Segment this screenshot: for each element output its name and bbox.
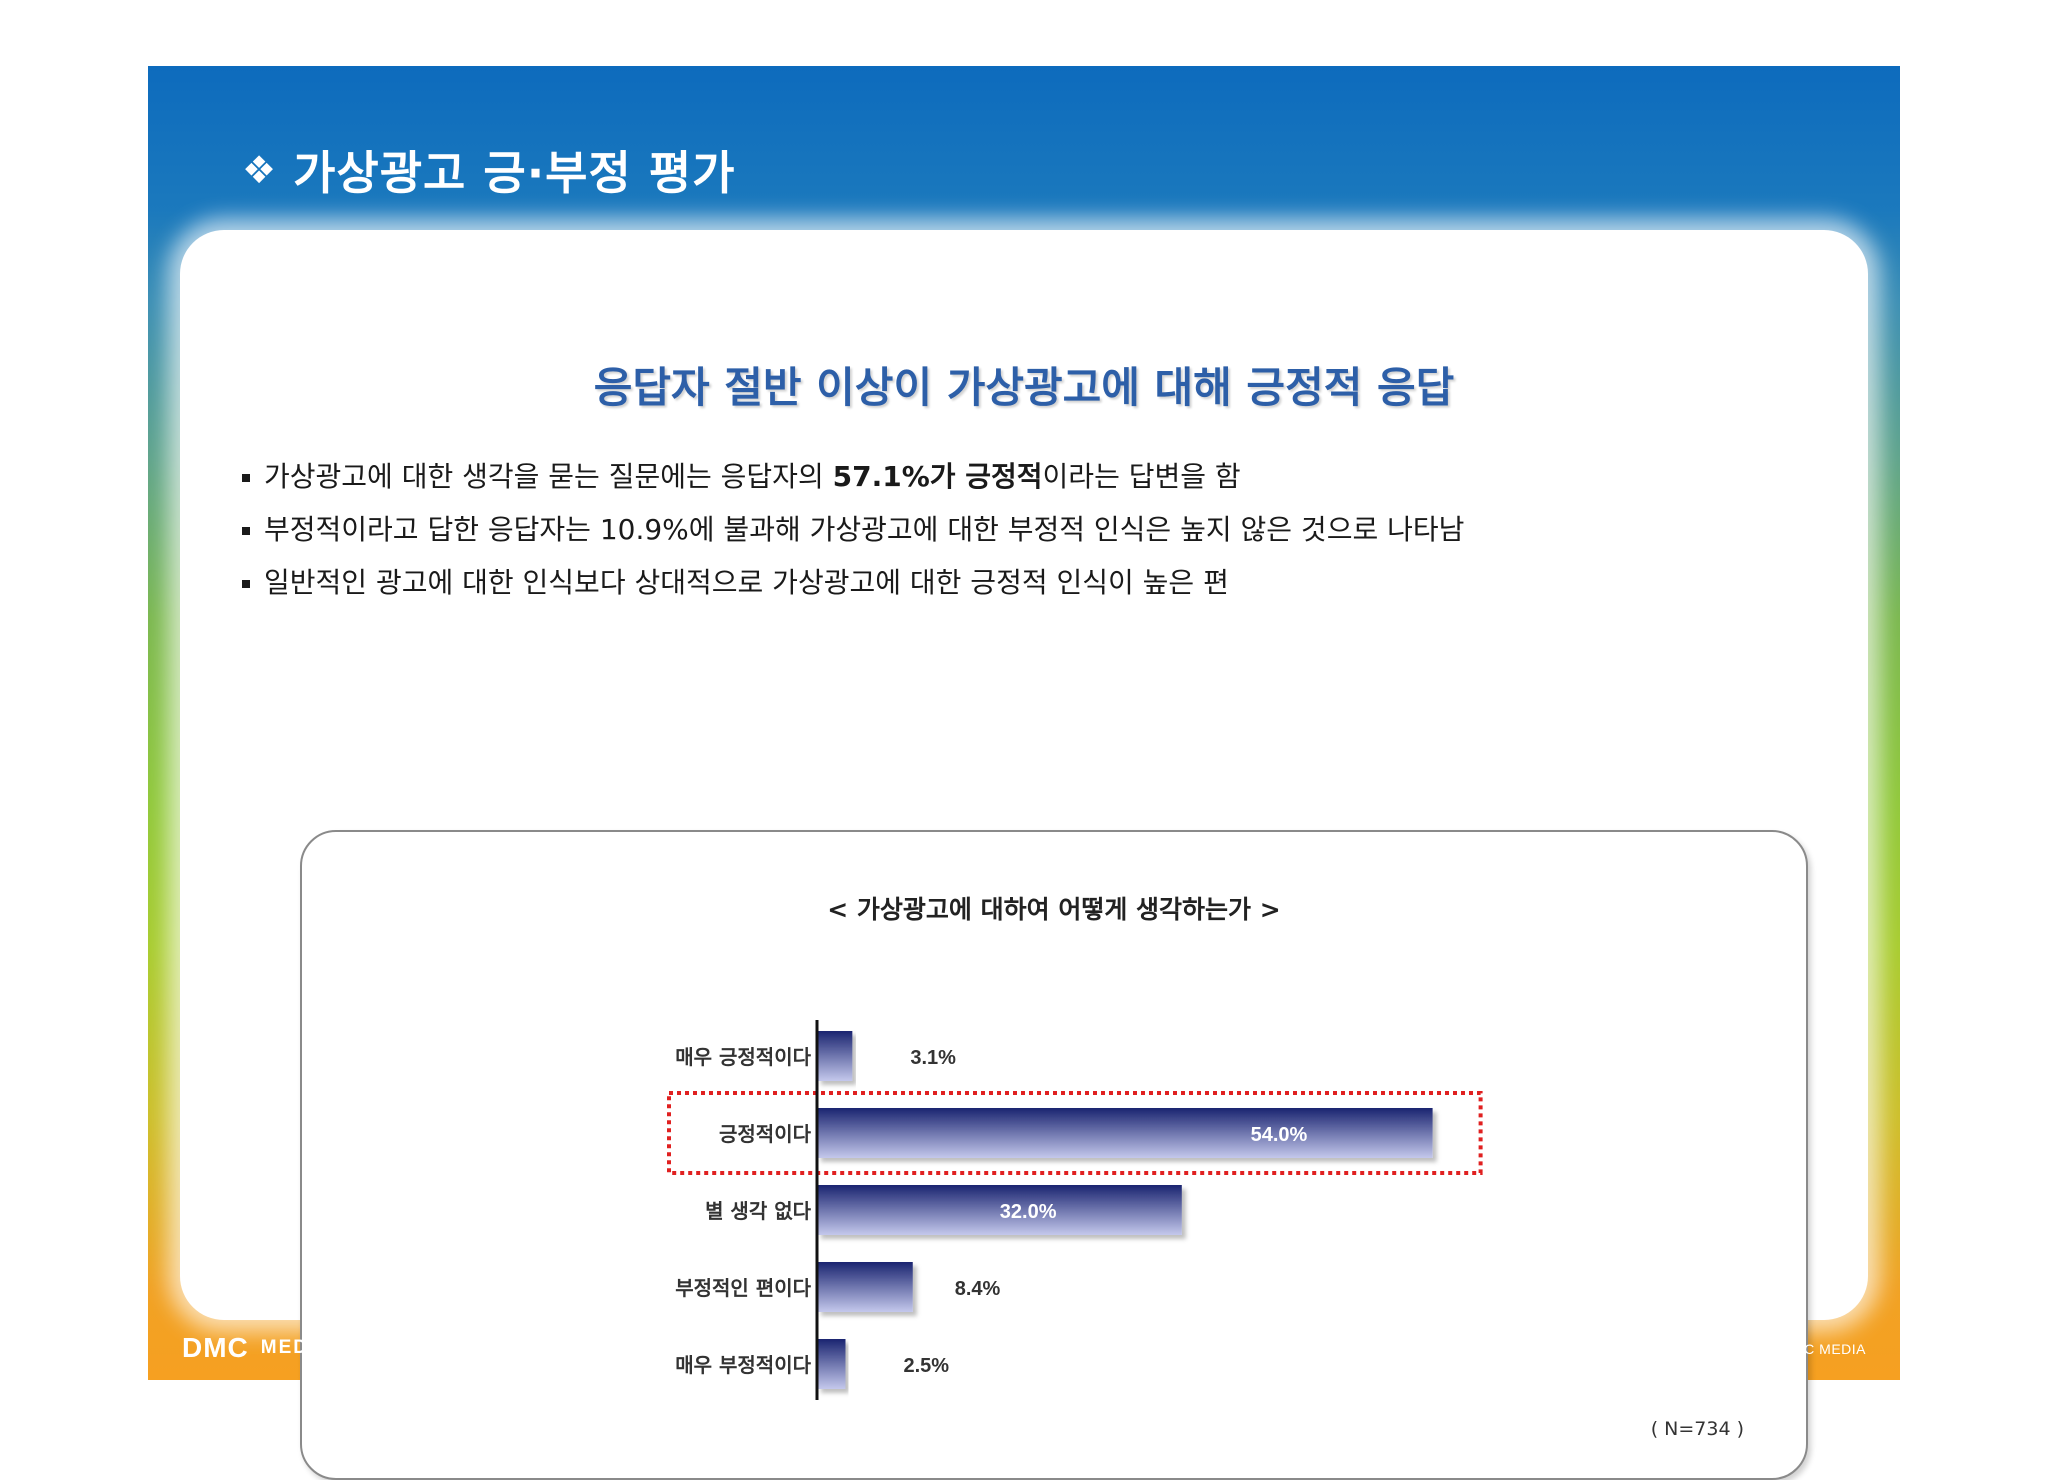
value-label: 54.0% xyxy=(1251,1124,1308,1146)
category-label: 부정적인 편이다 xyxy=(675,1276,811,1300)
bullet-item: 일반적인 광고에 대한 인식보다 상대적으로 가상광고에 대한 긍정적 인식이 … xyxy=(242,556,1464,609)
bar xyxy=(817,1185,1182,1235)
square-bullet-icon xyxy=(242,474,250,482)
bullet-list: 가상광고에 대한 생각을 묻는 질문에는 응답자의 57.1%가 긍정적이라는 … xyxy=(242,450,1464,609)
category-label: 매우 부정적이다 xyxy=(675,1353,811,1377)
category-label: 긍정적이다 xyxy=(719,1122,812,1146)
square-bullet-icon xyxy=(242,527,250,535)
bar xyxy=(817,1031,853,1081)
bullet-emphasis: 57.1%가 긍정적 xyxy=(832,460,1043,493)
bullet-text: 부정적이라고 답한 응답자는 10.9%에 불과해 가상광고에 대한 부정적 인… xyxy=(264,513,1465,546)
square-bullet-icon xyxy=(242,580,250,588)
bullet-text: 가상광고에 대한 생각을 묻는 질문에는 응답자의 xyxy=(264,460,833,493)
value-label: 3.1% xyxy=(910,1047,956,1069)
value-label: 8.4% xyxy=(955,1278,1001,1300)
footer-logo: DMC MEDIA DIGITAL MEDIA CONVERGENCE COMP… xyxy=(182,1332,630,1363)
slide: ❖ 가상광고 긍·부정 평가 응답자 절반 이상이 가상광고에 대해 긍정적 응… xyxy=(148,66,1900,1480)
category-label: 별 생각 없다 xyxy=(705,1199,812,1223)
bullet-text: 일반적인 광고에 대한 인식보다 상대적으로 가상광고에 대한 긍정적 인식이 … xyxy=(264,566,1229,599)
bar xyxy=(817,1339,846,1389)
bar xyxy=(817,1262,913,1312)
company-tagline: DIGITAL MEDIA CONVERGENCE COMPANY xyxy=(346,1340,630,1356)
highlight-box xyxy=(667,1091,1483,1175)
value-label: 32.0% xyxy=(1000,1201,1057,1223)
bullet-item: 가상광고에 대한 생각을 묻는 질문에는 응답자의 57.1%가 긍정적이라는 … xyxy=(242,450,1464,503)
sample-size-note: ( N=734 ) xyxy=(1650,1418,1744,1440)
category-label: 매우 긍정적이다 xyxy=(675,1045,811,1069)
dmc-logo-media: MEDIA xyxy=(260,1337,332,1358)
chart-title: < 가상광고에 대하여 어떻게 생각하는가 > xyxy=(827,895,1281,924)
content-panel: 응답자 절반 이상이 가상광고에 대해 긍정적 응답 가상광고에 대한 생각을 … xyxy=(180,230,1868,1480)
value-label: 2.5% xyxy=(904,1355,950,1377)
diamond-bullet-icon: ❖ xyxy=(242,148,278,192)
dmc-logo: DMC xyxy=(182,1332,249,1363)
chart-box: < 가상광고에 대하여 어떻게 생각하는가 > 매우 긍정적이다 3.1% 긍정적이… xyxy=(300,830,1808,1480)
copyright: COPYRIGHTS © 2002-2010. ALL RIGHTS RESER… xyxy=(1385,1341,1866,1357)
bar-chart: 매우 긍정적이다 3.1% 긍정적이다 54.0% 별 생각 없다 32.0% 부정적인 편… xyxy=(667,1020,1483,1400)
bullet-item: 부정적이라고 답한 응답자는 10.9%에 불과해 가상광고에 대한 부정적 인… xyxy=(242,503,1464,556)
slide-title-text: 가상광고 긍·부정 평가 xyxy=(293,146,736,200)
bullet-text-tail: 이라는 답변을 함 xyxy=(1042,460,1241,493)
slide-title: ❖ 가상광고 긍·부정 평가 xyxy=(242,138,735,202)
bar xyxy=(817,1108,1433,1158)
headline: 응답자 절반 이상이 가상광고에 대해 긍정적 응답 xyxy=(593,363,1455,412)
